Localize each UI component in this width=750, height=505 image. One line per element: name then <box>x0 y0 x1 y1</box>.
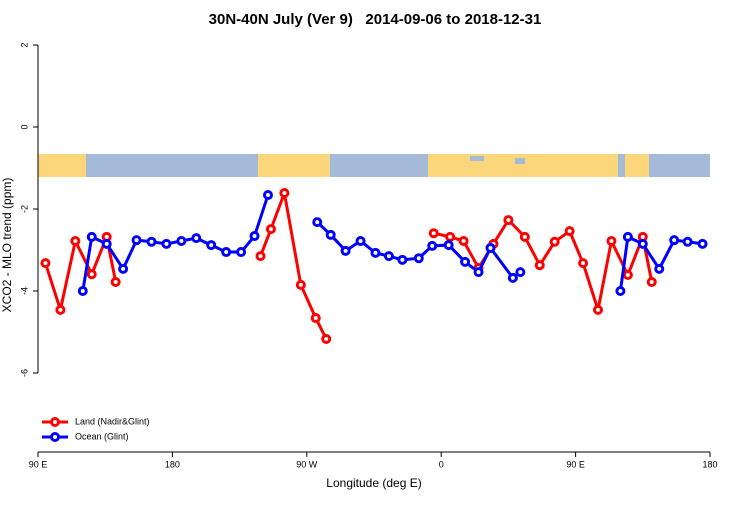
series <box>40 187 657 344</box>
point <box>279 188 290 199</box>
point <box>383 251 394 262</box>
series <box>77 190 708 296</box>
point <box>503 215 514 226</box>
point <box>118 263 129 274</box>
point <box>507 272 518 283</box>
point <box>55 304 66 315</box>
point <box>86 231 97 242</box>
point <box>146 236 157 247</box>
point <box>355 235 366 246</box>
point <box>564 226 575 237</box>
y-tick-label: 2 <box>19 42 29 47</box>
point <box>637 238 648 249</box>
point <box>255 251 266 262</box>
y-tick-label: -6 <box>19 369 29 377</box>
point <box>101 238 112 249</box>
point <box>593 304 603 315</box>
point <box>515 267 526 278</box>
y-tick-label: 0 <box>19 124 29 129</box>
point <box>445 231 456 242</box>
point <box>697 238 708 249</box>
point <box>485 242 496 253</box>
legend-marker <box>50 432 60 442</box>
map-strip <box>38 154 710 177</box>
point <box>340 245 351 256</box>
point <box>310 313 321 324</box>
y-tick-label: -4 <box>19 287 29 295</box>
point <box>370 247 381 258</box>
x-tick-label: 180 <box>702 459 717 469</box>
point <box>654 263 665 274</box>
y-axis-label: XCO2 - MLO trend (ppm) <box>0 178 14 313</box>
point <box>321 333 332 344</box>
point <box>519 231 530 242</box>
point <box>325 229 336 240</box>
point <box>460 256 471 267</box>
legend: Land (Nadir&Glint) Ocean (Glint) <box>42 416 150 442</box>
point <box>682 236 693 247</box>
point <box>249 231 260 242</box>
point <box>534 260 545 271</box>
point <box>458 235 469 246</box>
point <box>397 254 408 265</box>
x-tick-label: 90 E <box>29 459 48 469</box>
x-tick-label: 0 <box>439 459 444 469</box>
point <box>236 247 247 258</box>
point <box>473 267 484 278</box>
point <box>262 190 273 201</box>
point <box>221 247 232 258</box>
y-tick-label: -2 <box>19 205 29 213</box>
chart-title: 30N-40N July (Ver 9) 2014-09-06 to 2018-… <box>209 11 542 28</box>
point <box>86 269 97 280</box>
point <box>427 240 438 251</box>
point <box>606 235 617 246</box>
line <box>433 217 654 311</box>
point <box>176 235 187 246</box>
point <box>578 258 589 269</box>
point <box>622 270 633 281</box>
point <box>443 240 454 251</box>
x-tick-label: 90 W <box>296 459 318 469</box>
point <box>161 238 172 249</box>
point <box>622 231 633 242</box>
point <box>110 276 121 287</box>
point <box>131 235 142 246</box>
point <box>206 240 217 251</box>
point <box>549 236 560 247</box>
x-tick-label: 180 <box>165 459 180 469</box>
point <box>265 224 276 235</box>
x-tick-label: 90 E <box>566 459 585 469</box>
point <box>312 217 323 228</box>
point <box>669 235 680 246</box>
point <box>77 286 88 296</box>
point <box>295 279 306 290</box>
legend-marker <box>50 417 60 427</box>
point <box>413 253 424 264</box>
point <box>646 276 657 287</box>
x-axis-label: Longitude (deg E) <box>326 476 421 490</box>
point <box>40 258 51 269</box>
point <box>615 286 626 296</box>
point <box>428 228 439 239</box>
legend-label: Land (Nadir&Glint) <box>75 416 150 426</box>
legend-label: Ocean (Glint) <box>75 431 129 441</box>
point <box>191 233 202 244</box>
point <box>70 235 81 246</box>
